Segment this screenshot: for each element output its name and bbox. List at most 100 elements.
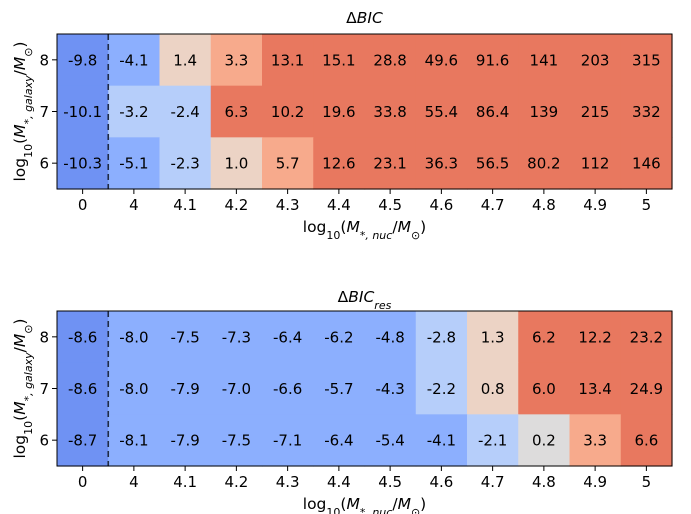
heatmap-cell bbox=[210, 34, 263, 87]
heatmap-cell bbox=[210, 85, 263, 138]
cell-value-label: -5.4 bbox=[375, 432, 404, 450]
cell-value-label: 36.3 bbox=[425, 155, 458, 173]
heatmap-cell bbox=[364, 311, 417, 364]
cell-value-label: 23.2 bbox=[630, 328, 663, 346]
cell-value-label: 15.1 bbox=[322, 51, 355, 69]
x-axis-label: log10(M*, nuc/M⊙) bbox=[303, 218, 426, 242]
cell-value-label: -8.7 bbox=[68, 432, 97, 450]
cell-value-label: 5.7 bbox=[276, 155, 300, 173]
heatmap-cell bbox=[57, 137, 109, 190]
cell-value-label: 10.2 bbox=[271, 103, 304, 121]
heatmap-cell bbox=[569, 414, 622, 467]
x-tick-label: 5 bbox=[642, 473, 652, 491]
heatmap-cell bbox=[57, 34, 109, 87]
x-tick-label: 0 bbox=[78, 196, 88, 214]
heatmap-cell bbox=[467, 137, 519, 190]
heatmap-cell bbox=[364, 137, 417, 190]
x-tick-label: 4.6 bbox=[429, 196, 453, 214]
cell-value-label: 33.8 bbox=[373, 103, 406, 121]
x-tick-label: 4.3 bbox=[276, 473, 300, 491]
x-axis-label: log10(M*, nuc/M⊙) bbox=[303, 495, 426, 514]
x-tick-label: 4.6 bbox=[429, 473, 453, 491]
heatmap-cell bbox=[518, 137, 571, 190]
cell-value-label: 12.6 bbox=[322, 155, 355, 173]
heatmap-cell bbox=[569, 85, 622, 138]
heatmap-cell bbox=[108, 85, 161, 138]
cell-value-label: -8.1 bbox=[119, 432, 148, 450]
cell-value-label: 12.2 bbox=[578, 328, 611, 346]
cell-value-label: 28.8 bbox=[373, 51, 406, 69]
heatmap-cell bbox=[262, 362, 314, 415]
x-tick-label: 4.1 bbox=[173, 473, 197, 491]
cell-value-label: -8.0 bbox=[119, 380, 148, 398]
cell-value-label: -7.9 bbox=[170, 432, 199, 450]
cell-value-label: -7.5 bbox=[170, 328, 199, 346]
heatmap-cell bbox=[108, 414, 161, 467]
cell-value-label: -6.4 bbox=[273, 328, 302, 346]
cell-value-label: 215 bbox=[581, 103, 610, 121]
heatmap-cell bbox=[210, 414, 263, 467]
cell-value-label: 3.3 bbox=[583, 432, 607, 450]
cell-value-label: -7.0 bbox=[222, 380, 251, 398]
cell-value-label: -2.3 bbox=[170, 155, 199, 173]
cell-value-label: 13.4 bbox=[578, 380, 611, 398]
heatmap-cell bbox=[313, 137, 366, 190]
heatmap-cell bbox=[313, 311, 366, 364]
heatmap-cell bbox=[364, 414, 417, 467]
cell-value-label: -8.6 bbox=[68, 328, 97, 346]
heatmap-cell bbox=[313, 362, 366, 415]
cell-value-label: -7.9 bbox=[170, 380, 199, 398]
y-tick-label: 6 bbox=[39, 155, 49, 173]
cell-value-label: -6.2 bbox=[324, 328, 353, 346]
heatmap-cell bbox=[159, 85, 212, 138]
cell-value-label: 86.4 bbox=[476, 103, 509, 121]
heatmap-cell bbox=[518, 414, 571, 467]
cell-value-label: -2.4 bbox=[170, 103, 199, 121]
y-tick-label: 7 bbox=[39, 103, 49, 121]
cell-value-label: -4.8 bbox=[375, 328, 404, 346]
cell-value-label: -4.3 bbox=[375, 380, 404, 398]
x-tick-label: 4.3 bbox=[276, 196, 300, 214]
cell-value-label: 1.3 bbox=[481, 328, 505, 346]
cell-value-label: 13.1 bbox=[271, 51, 304, 69]
heatmap-cell bbox=[262, 414, 314, 467]
heatmap-cell bbox=[467, 414, 519, 467]
heatmap-cell bbox=[620, 311, 673, 364]
x-tick-label: 4 bbox=[129, 473, 139, 491]
chart-title: ΔBICres bbox=[338, 288, 392, 312]
heatmap-cell bbox=[518, 85, 571, 138]
cell-value-label: -9.8 bbox=[68, 51, 97, 69]
cell-value-label: 0.2 bbox=[532, 432, 556, 450]
heatmap-cell bbox=[210, 311, 263, 364]
heatmap-cell bbox=[159, 34, 212, 87]
x-tick-label: 4.8 bbox=[532, 196, 556, 214]
heatmap-cell bbox=[364, 34, 417, 87]
heatmap-panel-1: ΔBIC -9.8 -4.1 1.4 3.3 13.1 15.1 28.8 49.6 91.6 14… bbox=[11, 9, 673, 242]
cell-value-label: 55.4 bbox=[425, 103, 458, 121]
heatmap-cell bbox=[108, 311, 161, 364]
heatmap-cell bbox=[467, 34, 519, 87]
cell-value-label: -2.2 bbox=[427, 380, 456, 398]
heatmap-cell bbox=[262, 85, 314, 138]
heatmap-cell bbox=[467, 85, 519, 138]
chart-title: ΔBIC bbox=[346, 9, 383, 27]
cell-value-label: -5.1 bbox=[119, 155, 148, 173]
y-tick-label: 6 bbox=[39, 432, 49, 450]
heatmap-cell bbox=[313, 34, 366, 87]
x-tick-label: 4.7 bbox=[481, 473, 505, 491]
cell-value-label: -8.6 bbox=[68, 380, 97, 398]
y-axis-label: log10(M*, galaxy/M⊙) bbox=[11, 41, 35, 181]
x-tick-label: 5 bbox=[642, 196, 652, 214]
cell-value-label: 80.2 bbox=[527, 155, 560, 173]
cell-value-label: -3.2 bbox=[119, 103, 148, 121]
heatmap-cell bbox=[159, 137, 212, 190]
cell-value-label: -10.1 bbox=[63, 103, 102, 121]
x-tick-label: 4.2 bbox=[224, 196, 248, 214]
heatmap-cell bbox=[210, 362, 263, 415]
heatmap-cell bbox=[159, 362, 212, 415]
cell-value-label: -4.1 bbox=[427, 432, 456, 450]
heatmap-cell bbox=[620, 362, 673, 415]
heatmap-cell bbox=[262, 137, 314, 190]
cell-value-label: 24.9 bbox=[630, 380, 663, 398]
cell-value-label: 1.4 bbox=[173, 51, 197, 69]
